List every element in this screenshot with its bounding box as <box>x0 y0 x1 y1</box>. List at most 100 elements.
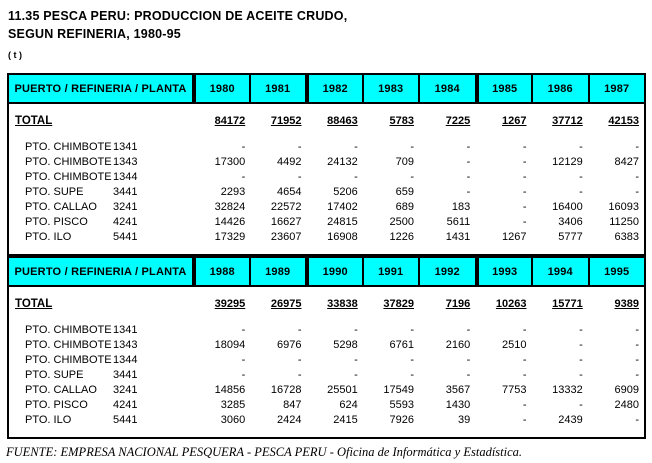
total-row-2: TOTAL 39295 26975 33838 37829 7196 10263 15771 9… <box>9 295 644 314</box>
row-label-cell: PTO. SUPE 3441 <box>9 368 194 383</box>
cell-value: - <box>297 354 302 366</box>
cell-value: - <box>241 354 246 366</box>
total-value: 42153 <box>608 115 639 127</box>
row-label-cell: PTO. CHIMBOTE1344 <box>9 353 194 368</box>
column-header-year-1991: 1991 <box>363 256 420 287</box>
row-label-cell: PTO. ILO 5441 <box>9 413 194 428</box>
cell-value: 39 <box>458 414 471 426</box>
cell-value: 24132 <box>327 156 358 168</box>
total-value: 10263 <box>495 298 527 310</box>
cell-value: - <box>466 354 471 366</box>
column-header-year-1983: 1983 <box>363 73 420 104</box>
cell-value: - <box>354 369 358 381</box>
cell-value: 2510 <box>502 339 527 351</box>
row-label-cell: PTO. CHIMBOTE1341 <box>9 140 194 155</box>
cell-value: - <box>579 339 583 351</box>
cell-value: - <box>522 369 527 381</box>
plant-code: 4241 <box>113 216 138 228</box>
cell-value: - <box>466 324 471 336</box>
cell-value: - <box>410 171 414 183</box>
cell-value: - <box>410 324 414 336</box>
column-header-year-1988: 1988 <box>194 256 251 287</box>
cell-value: 12129 <box>552 156 583 168</box>
page-title-line-1: 11.35 PESCA PERU: PRODUCCION DE ACEITE C… <box>8 9 348 23</box>
cell-value: - <box>579 141 583 153</box>
plant-code: 3441 <box>113 369 138 381</box>
page-title-line-2: SEGUN REFINERIA, 1980-95 <box>8 27 181 41</box>
cell-value: 25501 <box>327 384 358 396</box>
port-name: PTO. CALLAO <box>25 384 97 396</box>
cell-value: 4492 <box>277 156 302 168</box>
cell-value: 4654 <box>277 186 302 198</box>
plant-code: 1344 <box>113 171 138 183</box>
cell-value: 7926 <box>389 414 414 426</box>
cell-value: - <box>297 171 302 183</box>
cell-value: - <box>635 354 639 366</box>
total-value: 39295 <box>214 298 246 310</box>
cell-value: - <box>635 171 639 183</box>
cell-value: - <box>354 324 358 336</box>
table-row: PTO. CALLAO 3241 14856 16728 25501 17549 3567 7… <box>9 383 644 398</box>
column-header-year-1981: 1981 <box>250 73 307 104</box>
cell-value: 8427 <box>614 156 639 168</box>
cell-value: 1431 <box>445 231 471 243</box>
production-table: PUERTO / REFINERIA / PLANTA 1980 1981 1982 1… <box>7 73 646 439</box>
column-header-year-1987: 1987 <box>589 73 646 104</box>
table-row: PTO. CHIMBOTE1343 18094 6976 5298 6761 2160 25… <box>9 338 644 353</box>
cell-value: 32824 <box>214 201 246 213</box>
cell-value: 7753 <box>502 384 527 396</box>
cell-value: - <box>635 414 639 426</box>
cell-value: 17329 <box>214 231 246 243</box>
total-value: 26975 <box>270 298 302 310</box>
cell-value: 2424 <box>277 414 302 426</box>
cell-value: - <box>466 171 471 183</box>
cell-value: 624 <box>339 399 358 411</box>
cell-value: - <box>297 324 302 336</box>
plant-code: 1341 <box>113 141 138 153</box>
cell-value: - <box>522 414 527 426</box>
table-body-2: TOTAL 39295 26975 33838 37829 7196 10263 15771 9… <box>7 287 646 439</box>
cell-value: 14426 <box>214 216 246 228</box>
cell-value: 11250 <box>609 216 639 228</box>
plant-code: 1343 <box>113 339 138 351</box>
cell-value: - <box>579 324 583 336</box>
column-header-year-1994: 1994 <box>533 256 590 287</box>
cell-value: - <box>522 171 527 183</box>
cell-value: 5593 <box>389 399 414 411</box>
total-value: 88463 <box>327 115 358 127</box>
column-header-year-1982: 1982 <box>307 73 364 104</box>
total-value: 7225 <box>445 115 471 127</box>
cell-value: - <box>522 141 527 153</box>
cell-value: - <box>466 141 471 153</box>
column-header-year-1993: 1993 <box>476 256 533 287</box>
cell-value: - <box>466 186 471 198</box>
total-value: 84172 <box>214 115 246 127</box>
plant-code: 3241 <box>113 384 138 396</box>
cell-value: - <box>635 141 639 153</box>
cell-value: - <box>635 186 639 198</box>
column-header-year-1985: 1985 <box>476 73 533 104</box>
cell-value: 17402 <box>327 201 358 213</box>
port-name: PTO. CHIMBOTE <box>25 324 112 336</box>
table-row: PTO. PISCO 4241 14426 16627 24815 2500 5611 - 34… <box>9 215 644 230</box>
row-label-cell: PTO. CHIMBOTE1343 <box>9 338 194 353</box>
cell-value: 6761 <box>389 339 414 351</box>
cell-value: 18094 <box>214 339 246 351</box>
port-name: PTO. SUPE <box>25 369 84 381</box>
cell-value: - <box>522 216 527 228</box>
cell-value: 3567 <box>445 384 471 396</box>
total-value: 37829 <box>383 298 414 310</box>
cell-value: - <box>354 141 358 153</box>
column-header-year-1990: 1990 <box>307 256 364 287</box>
cell-value: 2500 <box>389 216 414 228</box>
cell-value: 6909 <box>614 384 639 396</box>
cell-value: 17549 <box>383 384 414 396</box>
total-value: 33838 <box>327 298 358 310</box>
table-row: PTO. PISCO 4241 3285 847 624 5593 1430 - - 2480 <box>9 398 644 413</box>
plant-code: 3241 <box>113 201 138 213</box>
total-value: 5783 <box>389 115 414 127</box>
plant-code: 3441 <box>113 186 138 198</box>
table-row: PTO. SUPE 3441 - - - - - - - - <box>9 368 644 383</box>
cell-value: 183 <box>451 201 471 213</box>
